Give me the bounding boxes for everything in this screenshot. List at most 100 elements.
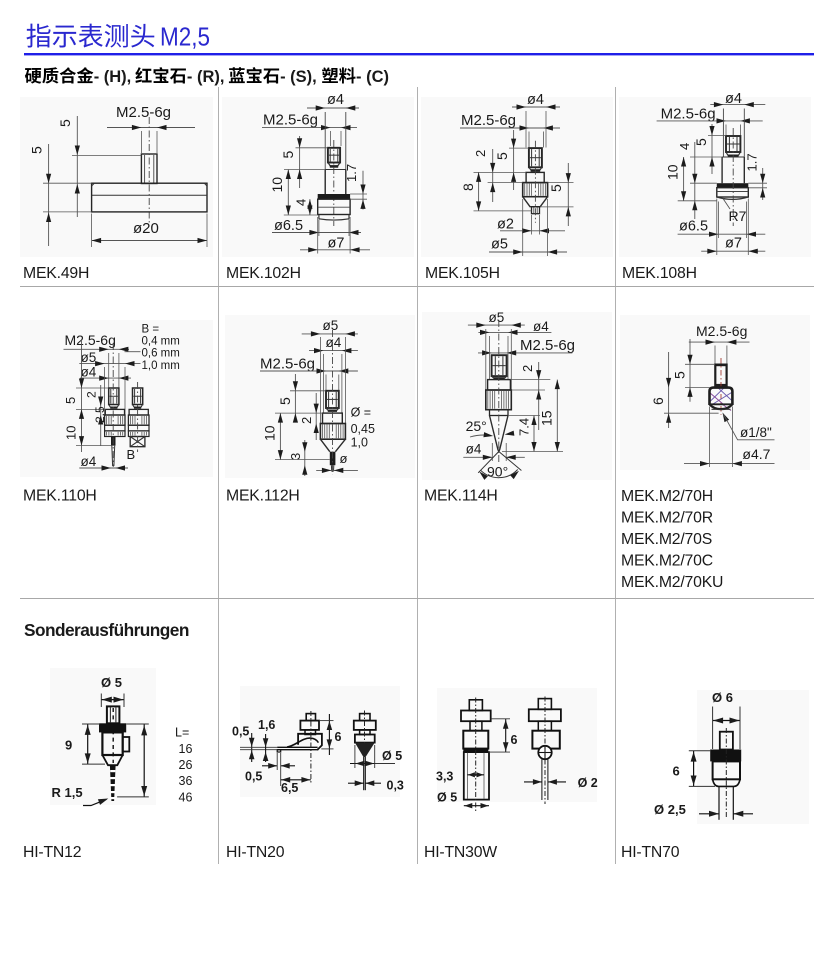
svg-text:7.4: 7.4 <box>517 418 532 436</box>
svg-text:MEK.112H: MEK.112H <box>226 488 300 505</box>
svg-text:ø4: ø4 <box>527 92 544 108</box>
svg-text:ø4: ø4 <box>327 92 344 108</box>
svg-text:0,5: 0,5 <box>232 725 249 739</box>
svg-text:5: 5 <box>280 151 296 159</box>
svg-text:5: 5 <box>494 152 510 160</box>
svg-text:6: 6 <box>673 764 680 779</box>
svg-text:16: 16 <box>179 742 193 756</box>
svg-text:ø4: ø4 <box>81 454 97 469</box>
svg-text:2: 2 <box>473 150 488 157</box>
svg-text:MEK.102H: MEK.102H <box>226 265 301 282</box>
svg-text:- (H),: - (H), <box>94 68 132 86</box>
svg-text:MEK.49H: MEK.49H <box>23 265 89 282</box>
svg-text:Ø 6: Ø 6 <box>712 690 733 705</box>
svg-text:36: 36 <box>179 774 193 788</box>
svg-text:R 1,5: R 1,5 <box>52 785 83 800</box>
svg-text:MEK.108H: MEK.108H <box>622 265 697 282</box>
svg-text:M2.5-6g: M2.5-6g <box>696 323 747 339</box>
svg-text:ø7: ø7 <box>328 236 345 252</box>
svg-text:Ø 2: Ø 2 <box>578 776 598 790</box>
svg-text:M2.5-6g: M2.5-6g <box>116 104 171 121</box>
svg-text:HI-TN20: HI-TN20 <box>226 844 285 861</box>
svg-text:0,6 mm: 0,6 mm <box>142 348 180 360</box>
svg-text:- (S),: - (S), <box>280 68 317 86</box>
svg-text:ø4.7: ø4.7 <box>742 446 770 462</box>
svg-text:ø7: ø7 <box>725 236 742 252</box>
svg-text:ø5: ø5 <box>489 310 505 325</box>
svg-text:15: 15 <box>539 410 555 426</box>
svg-text:Ø 5: Ø 5 <box>437 791 457 805</box>
svg-text:B: B <box>127 447 136 462</box>
svg-text:2.5: 2.5 <box>93 406 107 423</box>
svg-text:ø4: ø4 <box>326 335 342 350</box>
svg-text:HI-TN12: HI-TN12 <box>23 844 81 861</box>
svg-text:1,6: 1,6 <box>258 718 275 732</box>
svg-text:0,3: 0,3 <box>387 779 404 793</box>
svg-text:5: 5 <box>672 371 688 379</box>
svg-text:M2.5-6g: M2.5-6g <box>461 112 516 129</box>
svg-text:5: 5 <box>57 119 73 127</box>
svg-text:- (R),: - (R), <box>187 68 225 86</box>
svg-text:M2,5: M2,5 <box>160 22 210 52</box>
svg-text:10: 10 <box>269 177 285 193</box>
svg-text:Ø =: Ø = <box>351 406 372 420</box>
svg-text:2: 2 <box>520 365 535 372</box>
svg-text:6,5: 6,5 <box>281 781 298 795</box>
svg-text:1.7: 1.7 <box>745 153 760 171</box>
svg-text:4: 4 <box>294 199 309 206</box>
svg-text:10: 10 <box>262 425 278 441</box>
svg-text:Ø 5: Ø 5 <box>101 675 122 690</box>
svg-text:ø1/8": ø1/8" <box>740 425 772 440</box>
svg-text:ø4: ø4 <box>466 442 482 457</box>
svg-text:ø: ø <box>340 451 348 466</box>
svg-text:Ø 5: Ø 5 <box>382 749 402 763</box>
svg-text:10: 10 <box>665 164 681 180</box>
svg-text:L=: L= <box>175 726 189 740</box>
svg-text:MEK.M2/70C: MEK.M2/70C <box>621 553 713 570</box>
svg-text:5: 5 <box>693 138 709 146</box>
svg-text:3: 3 <box>288 453 303 460</box>
svg-text:MEK.110H: MEK.110H <box>23 488 97 505</box>
svg-text:ø5: ø5 <box>491 237 508 253</box>
svg-text:4: 4 <box>677 143 692 150</box>
svg-text:ø5: ø5 <box>323 318 339 333</box>
svg-text:ø5: ø5 <box>81 350 97 365</box>
svg-text:B =: B = <box>142 324 160 336</box>
svg-text:M2.5-6g: M2.5-6g <box>260 356 315 373</box>
svg-text:MEK.114H: MEK.114H <box>424 488 498 505</box>
svg-text:Ø 2,5: Ø 2,5 <box>654 802 686 817</box>
svg-text:1,0 mm: 1,0 mm <box>142 360 180 372</box>
svg-text:2: 2 <box>85 391 99 398</box>
svg-text:8: 8 <box>460 183 476 191</box>
svg-text:MEK.M2/70R: MEK.M2/70R <box>621 510 713 527</box>
svg-text:0,45: 0,45 <box>351 422 375 436</box>
svg-text:MEK.105H: MEK.105H <box>425 265 500 282</box>
svg-text:- (C): - (C) <box>356 68 389 86</box>
svg-text:MEK.M2/70S: MEK.M2/70S <box>621 531 712 548</box>
svg-text:0,5: 0,5 <box>245 770 262 784</box>
svg-text:ø6.5: ø6.5 <box>679 219 708 235</box>
svg-text:HI-TN70: HI-TN70 <box>621 844 680 861</box>
svg-text:6: 6 <box>650 397 666 405</box>
svg-text:M2.5-6g: M2.5-6g <box>65 332 116 348</box>
svg-text:ø2: ø2 <box>497 217 514 233</box>
svg-text:MEK.M2/70H: MEK.M2/70H <box>621 488 713 505</box>
svg-text:5: 5 <box>548 184 564 192</box>
svg-text:5: 5 <box>63 397 78 404</box>
svg-text:Sonderausführungen: Sonderausführungen <box>24 620 189 640</box>
svg-text:5: 5 <box>277 397 293 405</box>
svg-text:M2.5-6g: M2.5-6g <box>661 106 716 123</box>
svg-text:ø20: ø20 <box>133 220 159 237</box>
svg-text:2: 2 <box>299 417 314 424</box>
svg-text:ø4: ø4 <box>533 319 549 334</box>
svg-text:0,4 mm: 0,4 mm <box>142 336 180 348</box>
svg-text:6: 6 <box>511 733 518 747</box>
svg-text:HI-TN30W: HI-TN30W <box>424 844 497 861</box>
svg-text:1,0: 1,0 <box>351 436 368 450</box>
svg-text:M2.5-6g: M2.5-6g <box>263 112 318 129</box>
svg-text:1.7: 1.7 <box>344 164 359 182</box>
svg-text:M2.5-6g: M2.5-6g <box>520 337 575 354</box>
svg-text:5: 5 <box>29 146 45 154</box>
svg-text:25°: 25° <box>466 418 487 434</box>
svg-text:26: 26 <box>179 758 193 772</box>
